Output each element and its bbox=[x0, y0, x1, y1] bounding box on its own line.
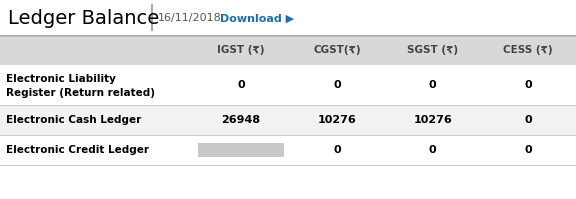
Bar bbox=[198, 143, 284, 157]
Text: 0: 0 bbox=[237, 80, 245, 90]
Text: 26948: 26948 bbox=[222, 115, 260, 125]
Text: Ledger Balance: Ledger Balance bbox=[8, 9, 159, 28]
Text: CESS (₹): CESS (₹) bbox=[503, 45, 553, 55]
Text: 0: 0 bbox=[524, 80, 532, 90]
Text: Electronic Liability: Electronic Liability bbox=[6, 74, 116, 84]
Text: 0: 0 bbox=[429, 80, 437, 90]
Text: 16/11/2018: 16/11/2018 bbox=[158, 13, 222, 23]
Text: SGST (₹): SGST (₹) bbox=[407, 45, 458, 55]
Text: Electronic Credit Ledger: Electronic Credit Ledger bbox=[6, 145, 149, 155]
Bar bbox=[0, 65, 576, 105]
Bar bbox=[0, 105, 576, 135]
Bar bbox=[0, 35, 576, 65]
Text: 10276: 10276 bbox=[413, 115, 452, 125]
Text: 0: 0 bbox=[524, 115, 532, 125]
Text: Electronic Cash Ledger: Electronic Cash Ledger bbox=[6, 115, 141, 125]
Text: CGST(₹): CGST(₹) bbox=[313, 45, 361, 55]
Text: 0: 0 bbox=[429, 145, 437, 155]
Text: 0: 0 bbox=[333, 145, 341, 155]
Text: Download ▶: Download ▶ bbox=[220, 13, 294, 23]
Text: IGST (₹): IGST (₹) bbox=[217, 45, 265, 55]
Text: Register (Return related): Register (Return related) bbox=[6, 88, 155, 98]
Bar bbox=[0, 135, 576, 165]
Text: 10276: 10276 bbox=[317, 115, 357, 125]
Text: 0: 0 bbox=[333, 80, 341, 90]
Text: 0: 0 bbox=[524, 145, 532, 155]
